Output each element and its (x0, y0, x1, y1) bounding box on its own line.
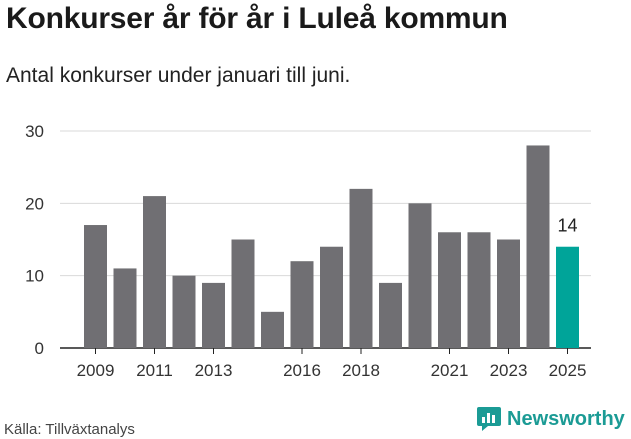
page-subtitle: Antal konkurser under januari till juni. (6, 64, 351, 87)
bar (202, 282, 225, 348)
x-tick-label: 2023 (490, 361, 528, 380)
newsworthy-logo-icon (477, 407, 501, 431)
x-tick-label: 2018 (342, 361, 380, 380)
y-tick-label: 20 (25, 194, 44, 213)
bar (320, 246, 343, 348)
bar (290, 261, 314, 348)
x-tick-label: 2016 (283, 361, 321, 380)
x-tick-label: 2025 (549, 361, 587, 380)
y-tick-label: 0 (35, 339, 44, 358)
bar (467, 232, 491, 348)
bar (497, 239, 520, 348)
data-labels: 14 (557, 216, 577, 236)
bar (379, 282, 402, 348)
bar (261, 311, 284, 348)
bar (84, 225, 107, 348)
bar (526, 145, 550, 348)
data-label-last: 14 (557, 216, 577, 236)
bar (556, 246, 579, 348)
bar (438, 232, 461, 348)
x-tick-label: 2009 (77, 361, 115, 380)
bar (408, 203, 432, 348)
x-tick-label: 2021 (431, 361, 469, 380)
bar-chart: 0 10 20 30 2009 2011 2013 2016 2018 2021 2023 2025… (25, 122, 591, 380)
x-tick-label: 2011 (136, 361, 173, 380)
bar (143, 196, 166, 348)
x-tick-label: 2013 (195, 361, 233, 380)
bar (231, 239, 255, 348)
bar (172, 275, 196, 348)
brand-name: Newsworthy (507, 407, 625, 430)
bar (349, 188, 373, 348)
x-tick-labels: 2009 2011 2013 2016 2018 2021 2023 2025 (77, 348, 587, 380)
source-note: Källa: Tillväxtanalys (4, 421, 135, 438)
y-tick-label: 10 (25, 267, 44, 286)
brand-logo[interactable]: Newsworthy (476, 405, 625, 433)
bars (84, 145, 579, 348)
y-tick-label: 30 (25, 122, 44, 141)
bar (113, 268, 137, 348)
page-title: Konkurser år för år i Luleå kommun (6, 2, 508, 35)
y-tick-labels: 0 10 20 30 (25, 122, 44, 358)
